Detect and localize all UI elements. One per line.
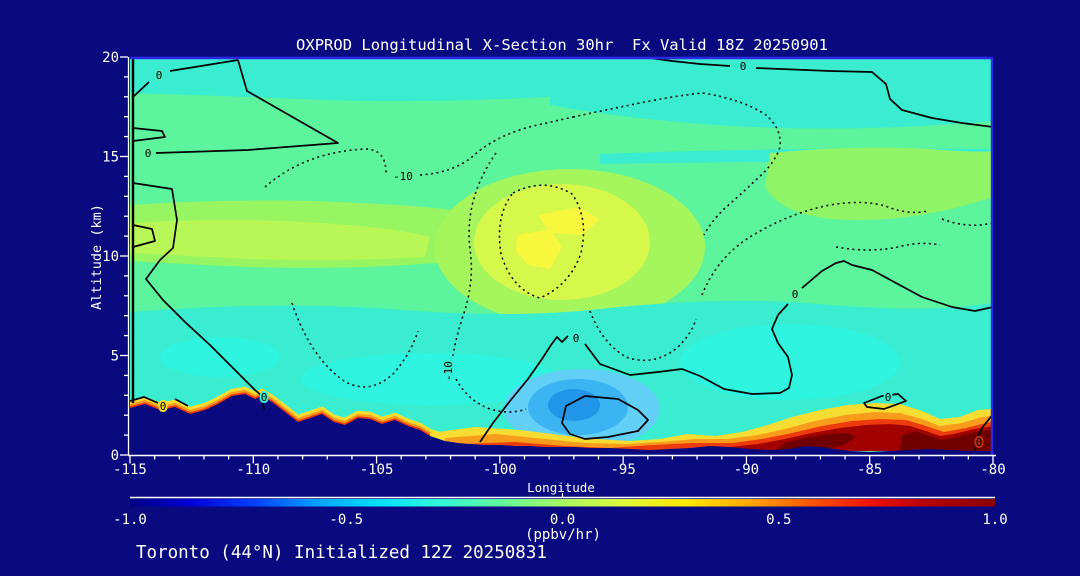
y-tick-label: 5 xyxy=(111,349,119,365)
field-fill xyxy=(130,57,993,455)
contour-label: 0 xyxy=(573,332,580,345)
x-tick-label: -100 xyxy=(483,462,517,478)
x-tick-label: -115 xyxy=(113,462,147,478)
colorbar-tick-label: -0.5 xyxy=(329,512,363,528)
x-tick-label: -90 xyxy=(734,462,759,478)
contour-label: 0 xyxy=(160,400,167,413)
colorbar-unit-label: (ppbv/hr) xyxy=(525,527,601,543)
y-axis-tick-labels: 0 5 10 15 20 xyxy=(102,50,119,464)
figure-title: OXPROD Longitudinal X-Section 30hr Fx Va… xyxy=(296,36,828,54)
contour-label: -10 xyxy=(442,361,455,381)
contour-label: 0 xyxy=(792,288,799,301)
x-tick-label: -110 xyxy=(236,462,270,478)
x-axis-title: Longitude xyxy=(527,480,595,495)
colorbar-tick-label: 0.0 xyxy=(550,512,575,528)
x-axis-tick-labels: -115 -110 -105 -100 -95 -90 -85 -80 xyxy=(113,462,1006,478)
contour-label: 0 xyxy=(740,60,747,73)
contour-label: -10 xyxy=(393,170,413,183)
colorbar-tick-label: -1.0 xyxy=(113,512,147,528)
colorbar-tick-labels: -1.0 -0.5 0.0 0.5 1.0 xyxy=(113,512,1008,528)
colorbar: -1.0 -0.5 0.0 0.5 1.0 (ppbv/hr) xyxy=(113,493,1008,543)
contour-label: 0 xyxy=(885,391,892,404)
terrain-silhouette xyxy=(130,394,993,455)
contour-labels: 0 0 0 0 0 0 0 0 0 -10 -10 xyxy=(143,58,985,451)
colorbar-tick-label: 0.5 xyxy=(766,512,791,528)
x-tick-label: -85 xyxy=(857,462,882,478)
x-tick-label: -105 xyxy=(360,462,394,478)
surface-hot-band-east xyxy=(430,403,993,451)
x-axis-ticks xyxy=(129,455,994,464)
y-tick-label: 0 xyxy=(111,448,119,464)
y-axis-ticks xyxy=(120,56,128,456)
y-tick-label: 10 xyxy=(102,249,119,265)
contour-label: 0 xyxy=(156,69,163,82)
colorbar-tick-label: 1.0 xyxy=(982,512,1007,528)
x-tick-label: -95 xyxy=(610,462,635,478)
plot-area: 0 0 0 0 0 0 0 0 0 -10 -10 xyxy=(130,57,993,455)
y-tick-label: 15 xyxy=(102,150,119,166)
contour-label: 0 xyxy=(261,391,268,404)
colorbar-gradient-bar xyxy=(130,499,995,507)
contour-lines-dotted xyxy=(264,92,993,413)
contour-label: 0 xyxy=(145,147,152,160)
y-tick-label: 20 xyxy=(102,50,119,66)
contour-label: 0 xyxy=(976,436,983,449)
x-tick-label: -80 xyxy=(980,462,1005,478)
footer-caption: Toronto (44°N) Initialized 12Z 20250831 xyxy=(136,543,547,563)
